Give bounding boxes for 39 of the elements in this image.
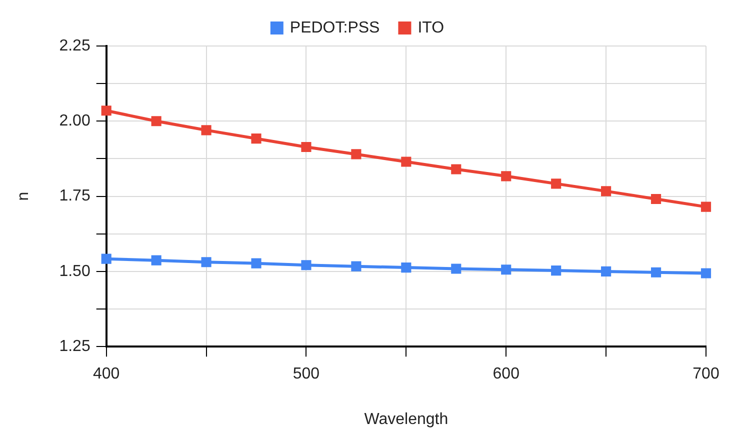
point <box>650 194 662 204</box>
y-tick-label: 1.75 <box>59 188 90 205</box>
point <box>251 258 262 268</box>
point <box>451 164 462 174</box>
point <box>351 149 362 160</box>
point <box>151 255 162 266</box>
point <box>601 186 612 196</box>
point <box>201 125 212 136</box>
point <box>401 156 412 167</box>
point <box>301 142 312 152</box>
point <box>101 106 112 116</box>
point <box>650 267 662 278</box>
point <box>301 260 312 270</box>
y-tick-label: 1.25 <box>59 338 90 356</box>
text: 1.50 <box>59 262 90 280</box>
legend-label: PEDOT:PSS <box>290 19 380 36</box>
point <box>351 261 362 272</box>
point <box>251 134 262 144</box>
text: 2.00 <box>59 112 90 130</box>
point <box>501 171 512 182</box>
point <box>551 178 562 189</box>
x-tick-label: 500 <box>292 366 320 383</box>
y-tick-label: 2.25 <box>59 37 90 54</box>
x-axis-title: Wavelength <box>364 410 448 428</box>
x-tick-label: 600 <box>492 366 520 383</box>
point <box>401 262 412 273</box>
point <box>501 264 512 275</box>
x-tick-label: 400 <box>92 366 120 383</box>
point <box>201 257 212 268</box>
y-axis-title: n <box>15 192 32 201</box>
point <box>451 264 462 274</box>
point <box>700 268 712 278</box>
legend-label: ITO <box>418 19 444 36</box>
point <box>101 254 112 264</box>
point <box>700 202 712 212</box>
point <box>551 266 562 276</box>
point <box>151 116 162 126</box>
point <box>601 266 612 276</box>
x-tick-label: 700 <box>692 366 720 383</box>
